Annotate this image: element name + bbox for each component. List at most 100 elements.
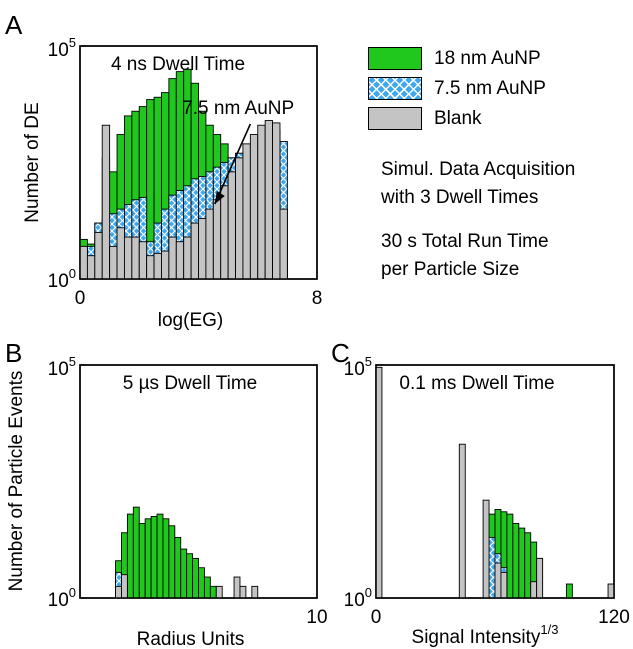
bar-green [186, 553, 194, 599]
bar-green [126, 513, 134, 599]
legend-item-7-5nm: 7.5 nm AuNP [368, 76, 628, 101]
bar-gray [138, 241, 148, 280]
bar-green [174, 536, 182, 599]
bar-green [150, 516, 158, 599]
legend-item-18nm: 18 nm AuNP [368, 46, 628, 71]
plot-frame-overlay [79, 45, 318, 280]
annotation-label: 7.5 nm AuNP [182, 98, 294, 119]
note-line: 30 s Total Run Time [381, 231, 549, 252]
bar-gray [123, 236, 133, 280]
y-tick-label: 105 [48, 354, 76, 380]
bar-green [168, 525, 176, 599]
shared-y-axis-label: Number of Particle Events [6, 371, 27, 592]
bar-green [132, 506, 140, 599]
bar-blue [488, 536, 496, 599]
x-tick-label: 120 [598, 607, 630, 628]
bar-gray [279, 208, 288, 280]
panel-title: 5 µs Dwell Time [123, 373, 257, 394]
bar-green [203, 576, 211, 599]
legend-swatch-gray [368, 107, 422, 130]
bar-gray [233, 576, 241, 599]
bar-gray [175, 241, 185, 280]
panel-letter: A [5, 10, 23, 40]
legend-swatch-green [368, 47, 422, 70]
bar-gray [183, 236, 192, 280]
legend-label: 18 nm AuNP [434, 47, 541, 69]
bar-gray [131, 236, 140, 280]
bar-green [138, 522, 146, 599]
legend-swatch-blue-crosshatch [368, 77, 422, 100]
bar-gray [115, 585, 122, 599]
note-line: per Particle Size [381, 259, 520, 280]
bar-gray [251, 585, 259, 599]
bar-gray [153, 252, 162, 280]
legend-label: 7.5 nm AuNP [434, 77, 546, 99]
y-tick-label: 105 [48, 35, 76, 61]
bar-green [144, 518, 152, 599]
bar-green [192, 557, 199, 599]
acquisition-notes: Simul. Data Acquisition with 3 Dwell Tim… [381, 156, 631, 300]
bar-gray [239, 585, 247, 599]
bar-gray [198, 217, 207, 280]
bar-green [565, 583, 573, 599]
bar-gray [375, 366, 383, 599]
bar-gray [121, 574, 128, 599]
bar-green [180, 548, 188, 599]
bar-green [524, 532, 532, 599]
bar-gray [116, 227, 125, 280]
annotation-arrow-line [214, 123, 252, 205]
bar-green [162, 518, 170, 599]
bar-gray [220, 185, 229, 280]
bar-gray [607, 583, 615, 599]
bar-gray [530, 581, 538, 599]
legend-label: Blank [434, 107, 482, 129]
bar-gray [101, 124, 111, 280]
bar-gray [94, 231, 103, 280]
bar-gray [257, 124, 266, 280]
bar-green [506, 513, 514, 599]
x-axis-label: Radius Units [137, 629, 245, 649]
bar-gray [235, 157, 244, 280]
bar-gray [272, 122, 281, 280]
bar-gray [168, 236, 177, 280]
bar-gray [109, 245, 118, 280]
panel-letter: C [331, 338, 350, 368]
bar-gray [536, 557, 544, 599]
y-tick-label: 100 [48, 266, 76, 292]
panel-title: 4 ns Dwell Time [111, 54, 245, 75]
y-tick-label: 105 [344, 354, 372, 380]
y-tick-label: 100 [48, 585, 76, 611]
note-line: with 3 Dwell Times [381, 187, 539, 208]
legend: 18 nm AuNP 7.5 nm AuNP Blank [368, 46, 628, 136]
x-tick-label: 10 [306, 607, 327, 628]
y-tick-label: 100 [344, 585, 372, 611]
bar-green [512, 522, 520, 599]
x-tick-label: 0 [371, 607, 382, 628]
bar-green [209, 585, 217, 599]
bar-gray [500, 571, 508, 599]
x-axis-label: Signal Intensity1/3 [412, 622, 559, 648]
bar-gray [146, 255, 155, 280]
x-axis-label: log(EG) [158, 310, 223, 331]
legend-item-blank: Blank [368, 106, 628, 131]
bar-gray [215, 585, 223, 599]
panel-title: 0.1 ms Dwell Time [399, 373, 554, 394]
x-tick-label: 8 [312, 288, 323, 309]
bar-green [156, 513, 164, 599]
bar-gray [242, 143, 251, 280]
bar-gray [249, 134, 259, 280]
note-line: Simul. Data Acquisition [381, 159, 576, 180]
bar-gray [264, 120, 274, 280]
bar-gray [161, 250, 170, 280]
bar-gray [205, 208, 214, 280]
bar-gray [482, 499, 490, 599]
bar-gray [494, 562, 502, 599]
bar-gray [86, 255, 96, 280]
bar-gray [458, 443, 466, 599]
bar-gray [227, 171, 236, 280]
bar-gray [190, 222, 199, 280]
panel-letter: B [5, 338, 22, 368]
plot-frame-overlay [79, 364, 318, 599]
bar-green [198, 567, 205, 599]
plot-frame-overlay [375, 364, 615, 599]
